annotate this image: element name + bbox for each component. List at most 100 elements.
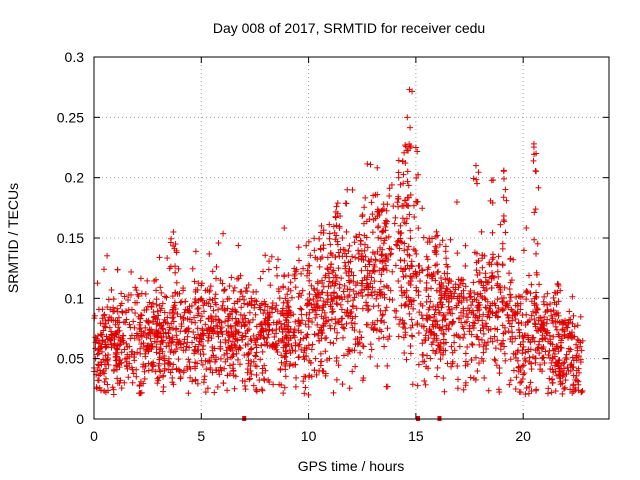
- data-point: [486, 314, 493, 321]
- data-point: [560, 372, 567, 379]
- data-point: [172, 241, 179, 248]
- data-point: [280, 344, 287, 351]
- data-point: [460, 313, 467, 320]
- data-point: [110, 386, 117, 393]
- data-point: [216, 317, 223, 324]
- data-point: [401, 302, 408, 309]
- data-point: [577, 343, 584, 350]
- data-point: [567, 386, 574, 393]
- data-point: [368, 289, 375, 296]
- data-point: [332, 316, 339, 323]
- data-point: [225, 337, 232, 344]
- data-point: [287, 326, 294, 333]
- data-point: [153, 339, 160, 346]
- data-point: [505, 328, 512, 335]
- data-point: [404, 178, 411, 185]
- data-point: [343, 228, 350, 235]
- data-point: [410, 305, 417, 312]
- data-point: [253, 323, 260, 330]
- data-point: [540, 326, 547, 333]
- data-point: [492, 357, 499, 364]
- data-point: [472, 312, 479, 319]
- data-point: [461, 331, 468, 338]
- data-point: [384, 325, 391, 332]
- data-point: [423, 298, 430, 305]
- data-point: [215, 306, 222, 313]
- data-point: [316, 327, 323, 334]
- data-point: [166, 335, 173, 342]
- data-point: [170, 325, 177, 332]
- data-point: [142, 350, 149, 357]
- data-point: [114, 266, 121, 273]
- data-point: [536, 350, 543, 357]
- data-point: [383, 282, 390, 289]
- data-point: [550, 347, 557, 354]
- data-point: [258, 386, 265, 393]
- data-point: [310, 296, 317, 303]
- data-point: [361, 204, 368, 211]
- data-point: [303, 353, 310, 360]
- data-point: [427, 355, 434, 362]
- data-point: [496, 370, 503, 377]
- data-point: [333, 357, 340, 364]
- data-point: [368, 346, 375, 353]
- y-tick-label: 0.05: [57, 351, 84, 367]
- data-point: [92, 334, 99, 341]
- data-point: [411, 214, 418, 221]
- data-point: [267, 282, 274, 289]
- data-point: [314, 297, 321, 304]
- data-point: [147, 335, 154, 342]
- data-point: [101, 311, 108, 318]
- data-point: [397, 257, 404, 264]
- data-point: [532, 323, 539, 330]
- data-point: [481, 374, 488, 381]
- data-point: [173, 346, 180, 353]
- data-point: [248, 345, 255, 352]
- data-point: [128, 268, 135, 275]
- data-point: [552, 368, 559, 375]
- data-point: [161, 367, 168, 374]
- data-point: [192, 377, 199, 384]
- data-point: [539, 368, 546, 375]
- data-point: [177, 299, 184, 306]
- data-point: [406, 310, 413, 317]
- data-point: [181, 336, 188, 343]
- data-point: [509, 338, 516, 345]
- data-point: [184, 333, 191, 340]
- data-point: [229, 330, 236, 337]
- data-point: [412, 144, 419, 151]
- data-point: [423, 253, 430, 260]
- data-point: [494, 261, 501, 268]
- data-point: [292, 339, 299, 346]
- data-point: [383, 234, 390, 241]
- data-point: [369, 292, 376, 299]
- data-point: [565, 334, 572, 341]
- data-point: [307, 252, 314, 259]
- data-point: [408, 301, 415, 308]
- data-point: [126, 321, 133, 328]
- data-point: [522, 321, 529, 328]
- data-point: [230, 361, 237, 368]
- data-point: [301, 390, 308, 397]
- data-point: [261, 335, 268, 342]
- data-point: [536, 338, 543, 345]
- data-point: [546, 355, 553, 362]
- data-point: [281, 354, 288, 361]
- data-point: [117, 341, 124, 348]
- data-point: [212, 313, 219, 320]
- data-point: [173, 279, 180, 286]
- data-point: [219, 280, 226, 287]
- data-point: [296, 257, 303, 264]
- data-point: [336, 281, 343, 288]
- data-point: [221, 286, 228, 293]
- data-point: [167, 348, 174, 355]
- data-point: [475, 336, 482, 343]
- data-point: [549, 341, 556, 348]
- data-point: [476, 313, 483, 320]
- data-point: [380, 227, 387, 234]
- data-point: [206, 287, 213, 294]
- data-point: [200, 330, 207, 337]
- data-point: [386, 245, 393, 252]
- data-point: [355, 247, 362, 254]
- data-point: [270, 381, 277, 388]
